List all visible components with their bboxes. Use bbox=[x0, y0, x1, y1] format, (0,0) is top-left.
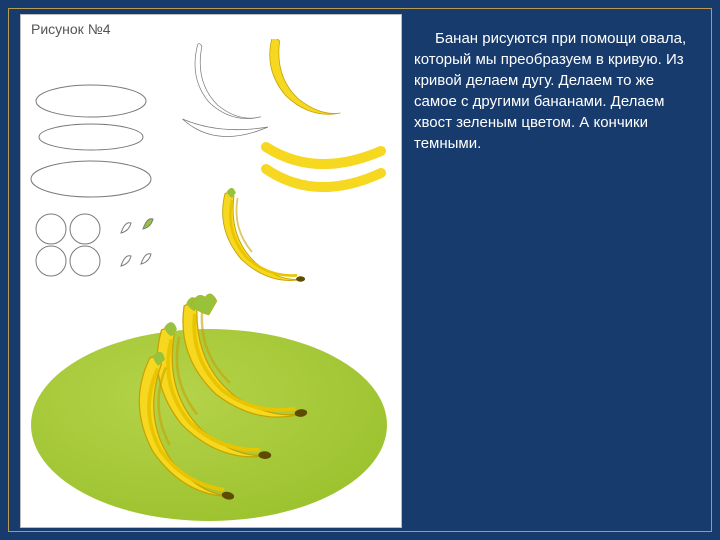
panel-label: Рисунок №4 bbox=[31, 21, 111, 37]
banana-stages bbox=[176, 39, 396, 289]
tutorial-panel: Рисунок №4 bbox=[20, 14, 402, 528]
slide: Рисунок №4 Банан рисуются при помощи ова… bbox=[0, 0, 720, 540]
final-illustration bbox=[21, 275, 401, 527]
instruction-text: Банан рисуются при помощи овала, который… bbox=[414, 28, 694, 154]
